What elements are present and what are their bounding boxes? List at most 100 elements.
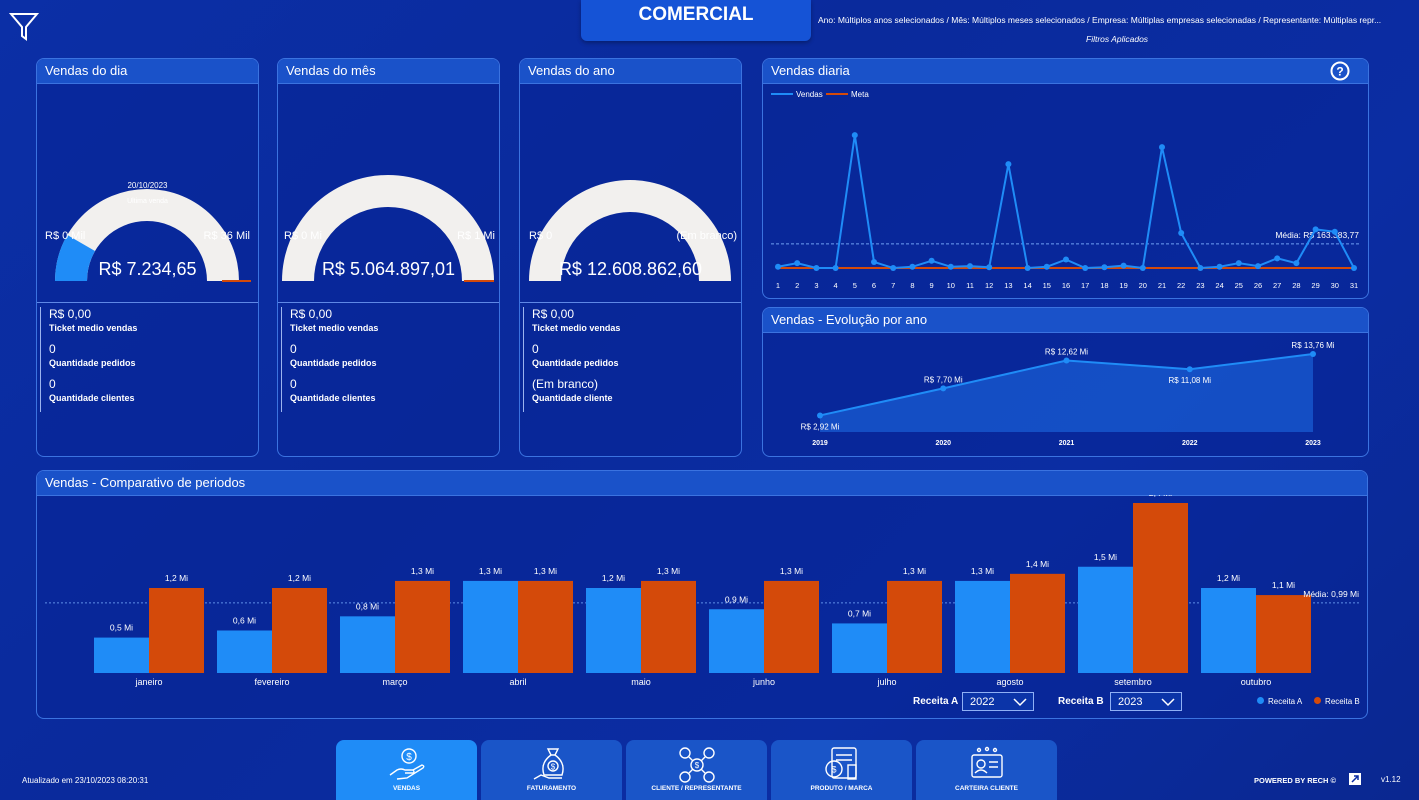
bar-receita-b <box>641 580 696 673</box>
year-point <box>817 412 823 419</box>
x-tick-label: 6 <box>872 281 876 290</box>
gauge-dia <box>54 189 251 282</box>
x-tick-label: 7 <box>891 281 895 290</box>
help-icon[interactable]: ? <box>1330 61 1350 81</box>
receita-a-dropdown[interactable]: 2022 <box>962 692 1034 711</box>
applied-filters-caption: Filtros Aplicados <box>1086 34 1149 44</box>
x-tick-label: 23 <box>1196 281 1204 290</box>
kpi-orders-value: 0 <box>49 342 56 356</box>
bar-receita-b <box>149 588 204 673</box>
year-data-label: R$ 13,76 Mi <box>1291 341 1334 350</box>
x-tick-label: 10 <box>947 281 955 290</box>
average-label: Média: 0,99 Mi <box>1303 589 1359 599</box>
chevron-down-icon <box>1161 698 1175 707</box>
bar-label-a: 1,3 Mi <box>971 566 994 576</box>
x-tick-label: 4 <box>834 281 838 290</box>
kpi-orders-value: 0 <box>532 342 539 356</box>
gauge-max: R$ 1 Mi <box>457 230 495 242</box>
bar-receita-a <box>463 580 518 673</box>
vendas-point <box>851 132 858 139</box>
x-tick-label: 11 <box>966 281 974 290</box>
x-tick-label: 2020 <box>935 440 951 447</box>
bar-label-b: 1,1 Mi <box>1272 580 1295 590</box>
area-fill <box>820 354 1313 432</box>
x-tick-label: junho <box>752 677 775 687</box>
nav-cliente-representante[interactable]: $ CLIENTE / REPRESENTANTE <box>626 740 767 800</box>
vendas-point <box>1331 228 1338 235</box>
year-point <box>1186 366 1193 373</box>
x-tick-label: 24 <box>1215 281 1223 290</box>
average-label: Média: R$ 163.383,77 <box>1275 230 1359 240</box>
x-tick-label: 2 <box>795 281 799 290</box>
x-tick-label: 18 <box>1100 281 1108 290</box>
x-tick-label: 16 <box>1062 281 1070 290</box>
bar-receita-a <box>340 616 395 673</box>
sales-value: R$ 7.234,65 <box>98 259 197 279</box>
vendas-point <box>775 263 781 270</box>
filter-icon[interactable] <box>9 12 39 42</box>
kpi-orders-value: 0 <box>290 342 297 356</box>
x-tick-label: agosto <box>996 677 1023 687</box>
svg-text:$: $ <box>406 752 412 763</box>
last-updated: Atualizado em 23/10/2023 08:20:31 <box>22 776 149 785</box>
bar-receita-a <box>1201 588 1256 673</box>
x-tick-label: 15 <box>1043 281 1051 290</box>
kpi-clients-label: Quantidade clientes <box>49 393 135 403</box>
nav-label: PRODUTO / MARCA <box>810 785 873 792</box>
x-tick-label: abril <box>509 677 526 687</box>
kpi-ticket-value: R$ 0,00 <box>49 307 92 321</box>
year-point <box>1063 357 1070 364</box>
sales-value: R$ 12.608.862,60 <box>558 259 703 279</box>
kpi-list: R$ 0,00 Ticket medio vendas 0 Quantidade… <box>523 307 620 412</box>
gauge-max: (Em branco) <box>676 230 737 242</box>
powered-by: POWERED BY RECH © <box>1254 776 1337 785</box>
nav-produto-marca[interactable]: $ PRODUTO / MARCA <box>771 740 912 800</box>
vendas-point <box>890 265 897 271</box>
bar-receita-a <box>586 588 641 673</box>
page-title: COMERCIAL <box>581 0 811 41</box>
receita-a-label: Receita A <box>913 696 959 707</box>
receita-b-label: Receita B <box>1058 696 1104 707</box>
nav-faturamento[interactable]: $ FATURAMENTO <box>481 740 622 800</box>
network-people-icon: $ <box>678 747 715 783</box>
vendas-point <box>1216 263 1223 270</box>
x-tick-label: 17 <box>1081 281 1089 290</box>
kpi-list: R$ 0,00 Ticket medio vendas 0 Quantidade… <box>281 307 378 412</box>
card-title: Vendas do ano <box>520 59 741 84</box>
vendas-point <box>928 257 935 264</box>
bar-label-b: 2,4 Mi <box>1149 495 1172 498</box>
receita-b-dropdown[interactable]: 2023 <box>1110 692 1182 711</box>
receita-a-value: 2022 <box>970 696 995 708</box>
kpi-ticket-value: R$ 0,00 <box>290 307 333 321</box>
card-title: Vendas do dia <box>37 59 258 84</box>
gauge-max: R$ 36 Mil <box>203 230 250 242</box>
year-point <box>940 385 947 392</box>
vendas-point <box>813 265 820 271</box>
vendas-point <box>1312 226 1319 233</box>
last-sale-caption: Ultima venda <box>127 198 168 205</box>
x-tick-label: setembro <box>1114 677 1152 687</box>
card-title: Vendas do mês <box>278 59 499 84</box>
kpi-clients-label: Quantidade clientes <box>290 393 376 403</box>
kpi-clients-label: Quantidade cliente <box>532 393 613 403</box>
expand-icon[interactable] <box>1349 773 1361 785</box>
year-data-label: R$ 11,08 Mi <box>1168 376 1211 385</box>
year-data-label: R$ 7,70 Mi <box>924 375 963 384</box>
bar-label-b: 1,3 Mi <box>780 566 803 576</box>
card-vendas-dia: Vendas do dia 20/10/2023 Ultima venda R$… <box>36 58 259 457</box>
sales-value: R$ 5.064.897,01 <box>321 259 456 279</box>
gauge-min: R$ 0 <box>529 230 553 242</box>
gauge-min: R$ 0 Mi <box>284 230 322 242</box>
kpi-ticket-value: R$ 0,00 <box>532 307 575 321</box>
x-tick-label: 14 <box>1023 281 1031 290</box>
nav-vendas[interactable]: $ VENDAS <box>336 740 477 800</box>
vendas-point <box>1005 161 1012 168</box>
x-tick-label: 8 <box>910 281 914 290</box>
client-card-icon <box>970 746 1003 778</box>
nav-carteira-cliente[interactable]: CARTEIRA CLIENTE <box>916 740 1057 800</box>
x-tick-label: 31 <box>1350 281 1358 290</box>
year-point <box>1310 351 1316 358</box>
card-vendas-mes: Vendas do mês R$ 0 Mi R$ 1 Mi R$ 5.064.8… <box>277 58 500 457</box>
x-tick-label: 22 <box>1177 281 1185 290</box>
x-tick-label: 13 <box>1004 281 1012 290</box>
